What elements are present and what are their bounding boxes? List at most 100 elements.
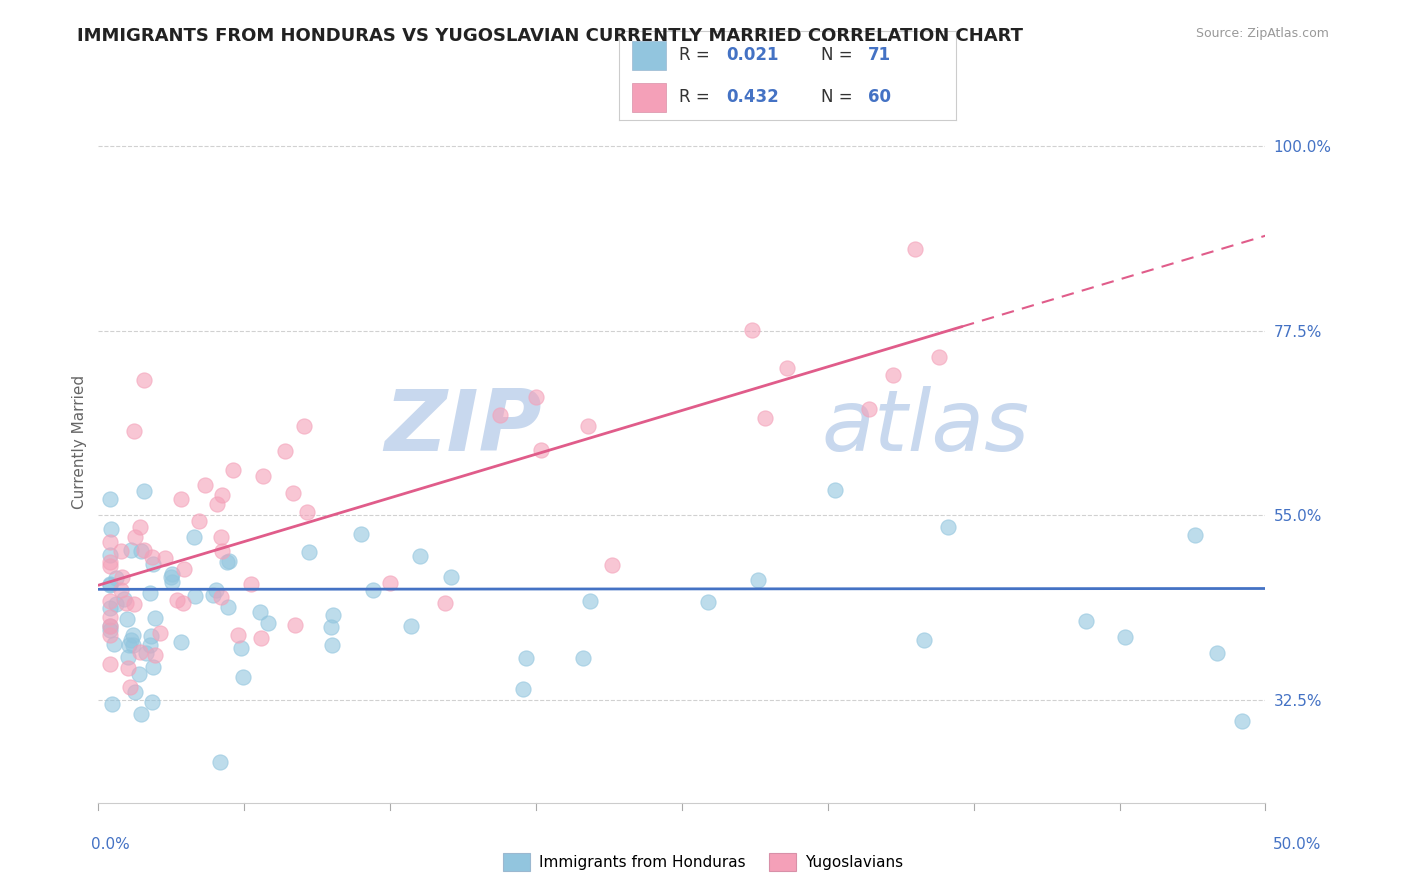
Point [440, 570, 463, 584]
Point [193, 478, 215, 492]
Text: R =: R = [679, 88, 716, 106]
Text: IMMIGRANTS FROM HONDURAS VS YUGOSLAVIAN CURRENTLY MARRIED CORRELATION CHART: IMMIGRANTS FROM HONDURAS VS YUGOSLAVIAN … [77, 27, 1024, 45]
Point [122, 424, 145, 438]
Point [209, 755, 232, 769]
Point [98, 601, 121, 615]
Text: 50.0%: 50.0% [1274, 838, 1322, 852]
Point [101, 697, 124, 711]
Point [1114, 630, 1136, 644]
Point [98, 576, 121, 591]
Point [120, 680, 142, 694]
Point [572, 651, 595, 665]
Point [252, 468, 274, 483]
Point [98, 657, 121, 671]
Text: 71: 71 [869, 46, 891, 64]
Point [184, 589, 207, 603]
Point [928, 350, 950, 364]
Point [602, 558, 624, 572]
Point [173, 562, 195, 576]
Point [824, 483, 846, 498]
Point [231, 641, 253, 656]
Text: ZIP: ZIP [384, 385, 541, 468]
Point [222, 463, 245, 477]
Point [912, 632, 935, 647]
Text: atlas: atlas [823, 385, 1031, 468]
Point [211, 544, 233, 558]
Point [120, 542, 142, 557]
Point [149, 625, 172, 640]
Point [122, 628, 145, 642]
Point [283, 486, 305, 500]
Point [747, 573, 769, 587]
Point [409, 549, 432, 563]
Point [239, 576, 262, 591]
Text: N =: N = [821, 88, 858, 106]
Point [98, 548, 121, 562]
Point [166, 592, 188, 607]
Point [217, 600, 239, 615]
Point [142, 660, 165, 674]
Point [112, 592, 135, 607]
Point [103, 636, 125, 650]
Point [129, 645, 152, 659]
Point [1074, 614, 1097, 628]
Point [138, 586, 160, 600]
Point [98, 619, 121, 633]
Point [1206, 647, 1229, 661]
Point [361, 582, 384, 597]
Point [433, 596, 456, 610]
Point [110, 582, 132, 597]
Point [936, 520, 959, 534]
Legend: Immigrants from Honduras, Yugoslavians: Immigrants from Honduras, Yugoslavians [496, 847, 910, 877]
Point [155, 551, 177, 566]
Point [98, 610, 121, 624]
Point [530, 443, 553, 458]
Point [135, 646, 157, 660]
Point [104, 597, 127, 611]
Bar [633, 83, 666, 112]
Point [1230, 714, 1253, 728]
Point [141, 629, 163, 643]
Point [297, 544, 319, 558]
Point [741, 322, 763, 336]
Point [218, 554, 240, 568]
Point [204, 582, 226, 597]
Point [98, 628, 121, 642]
Bar [633, 41, 666, 70]
Point [319, 620, 342, 634]
Point [132, 483, 155, 498]
Point [321, 638, 343, 652]
Point [232, 670, 254, 684]
Point [201, 588, 224, 602]
Point [162, 567, 184, 582]
Point [128, 519, 150, 533]
Point [172, 597, 194, 611]
Point [274, 444, 297, 458]
Point [141, 695, 163, 709]
Point [256, 616, 278, 631]
Point [98, 594, 121, 608]
Point [579, 594, 602, 608]
Point [211, 488, 233, 502]
Point [207, 497, 229, 511]
Point [105, 571, 128, 585]
Point [489, 408, 512, 422]
Point [322, 608, 344, 623]
Point [378, 575, 401, 590]
Point [98, 619, 121, 633]
Point [110, 544, 132, 558]
Text: R =: R = [679, 46, 716, 64]
Point [399, 619, 422, 633]
Point [295, 506, 318, 520]
Point [98, 623, 121, 637]
Point [117, 661, 139, 675]
Point [904, 242, 927, 256]
Point [226, 628, 249, 642]
Point [215, 556, 238, 570]
Point [100, 522, 122, 536]
Point [129, 707, 152, 722]
Point [143, 611, 166, 625]
Point [142, 557, 165, 571]
Point [858, 401, 880, 416]
Point [576, 418, 599, 433]
